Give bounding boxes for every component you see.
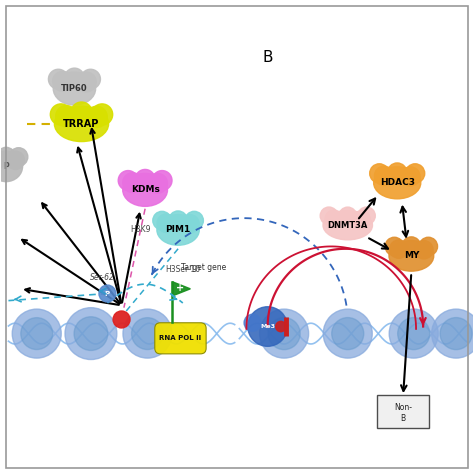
Circle shape [0,147,15,166]
FancyBboxPatch shape [155,323,206,354]
Circle shape [358,207,375,225]
Circle shape [276,321,286,332]
Text: +: + [176,283,184,293]
Circle shape [64,68,84,88]
Circle shape [388,163,407,182]
Circle shape [398,318,430,350]
Circle shape [135,169,155,189]
Text: TRRAP: TRRAP [64,119,100,129]
Circle shape [323,309,372,358]
Circle shape [48,69,68,89]
Circle shape [99,285,116,302]
Text: B: B [401,414,406,423]
Text: KDMs: KDMs [131,185,160,194]
Circle shape [389,309,438,358]
Circle shape [76,72,96,92]
Circle shape [0,150,6,169]
Circle shape [6,151,25,169]
Text: P: P [3,162,9,171]
Text: TIP60: TIP60 [61,84,88,93]
Circle shape [74,317,108,350]
Circle shape [118,171,138,191]
Text: Me3: Me3 [260,324,275,329]
Circle shape [440,318,472,350]
Circle shape [244,314,261,331]
Ellipse shape [53,72,96,105]
Circle shape [248,307,287,346]
Ellipse shape [323,210,373,240]
Text: PIM1: PIM1 [165,226,191,235]
Circle shape [113,311,130,328]
Ellipse shape [157,215,199,245]
Ellipse shape [374,167,421,199]
Text: Ser-62: Ser-62 [90,273,115,282]
Text: B: B [263,50,273,65]
Circle shape [419,237,438,255]
Circle shape [260,309,309,358]
Circle shape [432,309,474,358]
Circle shape [374,166,393,185]
Circle shape [402,237,420,255]
Ellipse shape [389,240,434,271]
FancyBboxPatch shape [377,395,429,428]
Circle shape [185,211,203,230]
Circle shape [12,309,61,358]
Circle shape [157,214,175,232]
Text: Target gene: Target gene [182,264,227,273]
Polygon shape [173,282,191,296]
Circle shape [132,318,164,349]
Ellipse shape [55,106,109,142]
Circle shape [123,309,172,358]
Circle shape [325,210,343,228]
Circle shape [50,104,72,125]
Circle shape [153,211,171,230]
Text: Non-: Non- [394,403,412,412]
Text: MY: MY [404,251,419,260]
Circle shape [0,148,3,166]
Circle shape [56,106,77,127]
Circle shape [71,102,92,123]
Circle shape [21,318,53,349]
Circle shape [123,173,143,192]
Circle shape [169,211,187,229]
Text: P: P [105,291,110,297]
Circle shape [148,173,167,193]
Circle shape [9,148,28,166]
Circle shape [181,215,199,233]
Circle shape [406,164,425,183]
Circle shape [390,240,408,258]
Circle shape [65,308,117,359]
Circle shape [91,104,113,125]
Text: HDAC3: HDAC3 [380,178,415,187]
Circle shape [81,69,100,89]
Ellipse shape [123,173,167,206]
Circle shape [152,171,172,191]
Circle shape [370,164,389,183]
Circle shape [320,207,337,225]
Text: H3Ser-10: H3Ser-10 [165,265,201,274]
Circle shape [86,106,107,128]
Text: DNMT3A: DNMT3A [328,221,368,230]
Circle shape [268,318,300,350]
Circle shape [53,72,73,91]
Circle shape [332,318,364,350]
Circle shape [401,167,420,186]
Circle shape [415,240,433,259]
Ellipse shape [0,151,23,182]
Text: H3K9: H3K9 [130,225,151,234]
Circle shape [339,207,356,225]
Text: RNA POL II: RNA POL II [159,335,201,341]
Circle shape [353,210,370,228]
Circle shape [385,237,403,255]
